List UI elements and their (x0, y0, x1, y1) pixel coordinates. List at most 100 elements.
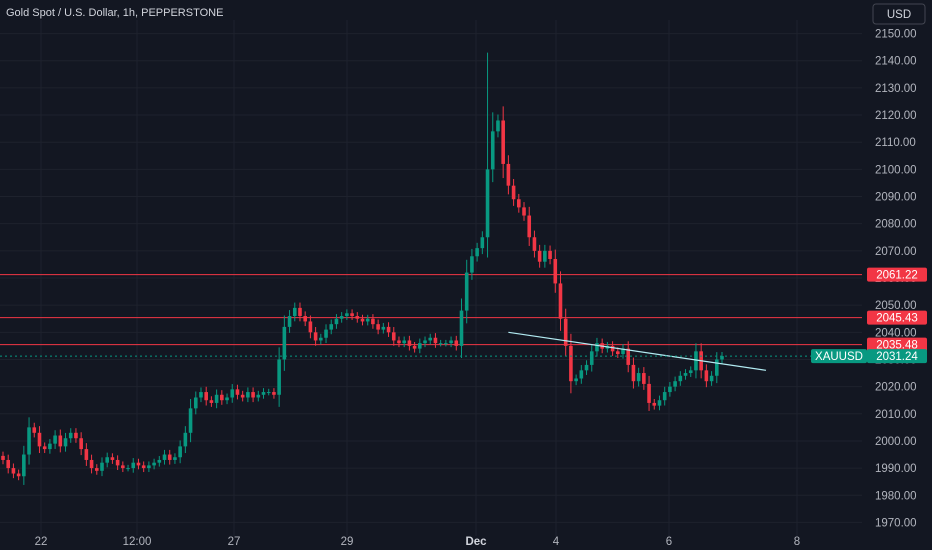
last-price-badge (867, 349, 927, 364)
candle-body (355, 316, 360, 319)
candle-body (506, 163, 511, 186)
candle-body (162, 454, 167, 460)
y-axis[interactable]: 1970.00 1980.00 1990.00 2000.00 2010.00 2020.… (875, 29, 917, 530)
candle-body (423, 340, 427, 344)
y-tick-label: 2080.00 (875, 219, 917, 231)
candle-body (282, 326, 287, 360)
candle-body (334, 318, 339, 325)
y-tick-label: 2070.00 (875, 246, 917, 258)
currency-button[interactable]: USD (872, 3, 926, 25)
candle-body (464, 272, 469, 311)
currency-button-frame[interactable] (872, 3, 926, 25)
candle-body (490, 131, 495, 170)
candle-body (480, 237, 485, 249)
candle-body (193, 397, 198, 409)
candle-body (360, 318, 365, 322)
candle-body (709, 375, 714, 382)
candle-body (84, 449, 89, 460)
candle-body (391, 332, 396, 341)
candle-body (11, 468, 16, 474)
candle-body (584, 364, 589, 371)
horizontal-levels[interactable] (0, 274, 862, 346)
candle-body (418, 343, 422, 349)
candle-body (16, 473, 21, 477)
candle-body (553, 258, 558, 284)
candle-body (121, 465, 125, 469)
candle-body (256, 394, 261, 398)
candle-body (548, 250, 552, 259)
y-tick-label: 2130.00 (875, 83, 917, 95)
trendline[interactable] (508, 331, 767, 371)
y-tick-label: 2120.00 (875, 110, 917, 122)
candle-body (642, 373, 646, 384)
candle-body (152, 462, 156, 466)
last-price-label: 2031.24 (876, 351, 918, 363)
candle-body (240, 394, 245, 398)
candle-body (251, 392, 255, 398)
candle-body (688, 370, 693, 374)
candle-body (532, 237, 537, 251)
candle-body (511, 185, 516, 200)
candle-body (1, 455, 5, 460)
currency-button-label[interactable]: USD (887, 9, 911, 21)
candle-body (48, 443, 52, 450)
candle-body (522, 207, 526, 216)
candle-body (298, 307, 302, 317)
trendline-group[interactable] (508, 331, 767, 371)
candle-body (371, 318, 375, 325)
candle-body (266, 392, 271, 394)
y-tick-label: 2040.00 (875, 327, 917, 339)
candle-body (704, 370, 709, 382)
candle-body (63, 438, 68, 447)
candle-body (319, 337, 323, 341)
candle-body (131, 462, 136, 469)
candle-body (668, 386, 672, 393)
candle-body (636, 373, 641, 382)
candle-body (720, 356, 724, 360)
candle-body (173, 457, 177, 460)
y-tick-label: 2020.00 (875, 382, 917, 394)
candle-body (428, 337, 433, 341)
symbol-label: XAUUSD (815, 351, 863, 363)
candle-body (308, 321, 313, 333)
x-tick-label: Dec (465, 536, 487, 548)
candle-body (563, 318, 568, 346)
x-tick-label: 8 (794, 536, 800, 548)
candle-body (527, 215, 532, 238)
candle-body (141, 465, 146, 469)
y-tick-label: 2000.00 (875, 436, 917, 448)
level-price-badge (867, 310, 927, 325)
candle-body (188, 408, 193, 433)
candle-body (220, 394, 224, 401)
candle-body (444, 343, 448, 345)
candle-body (58, 435, 63, 447)
y-tick-label: 2150.00 (875, 29, 917, 41)
candle-body (136, 462, 141, 466)
candle-body (225, 397, 229, 401)
candle-body (235, 389, 240, 395)
candle-body (79, 438, 83, 450)
candle-body (485, 169, 490, 238)
level-price-badge (867, 267, 927, 282)
candle-body (454, 340, 459, 346)
candle-body (615, 351, 620, 355)
candle-body (53, 435, 57, 444)
candle-body (574, 378, 578, 382)
y-tick-label: 2050.00 (875, 300, 917, 312)
candle-body (631, 364, 636, 382)
candle-body (470, 256, 474, 273)
level-price-badge (867, 337, 927, 352)
candle-body (386, 326, 391, 333)
x-tick-label: 12:00 (123, 536, 152, 548)
candle-body (329, 324, 334, 330)
y-tick-label: 2110.00 (875, 137, 916, 149)
x-axis[interactable]: 22 12:00 27 29 Dec 4 6 8 (35, 536, 801, 548)
candle-body (178, 446, 182, 458)
level-price-label: 2045.43 (876, 313, 918, 325)
candle-body (449, 340, 453, 344)
candle-body (662, 392, 667, 401)
candle-body (694, 351, 698, 371)
x-tick-label: 4 (553, 536, 560, 548)
y-tick-label: 2090.00 (875, 192, 917, 204)
